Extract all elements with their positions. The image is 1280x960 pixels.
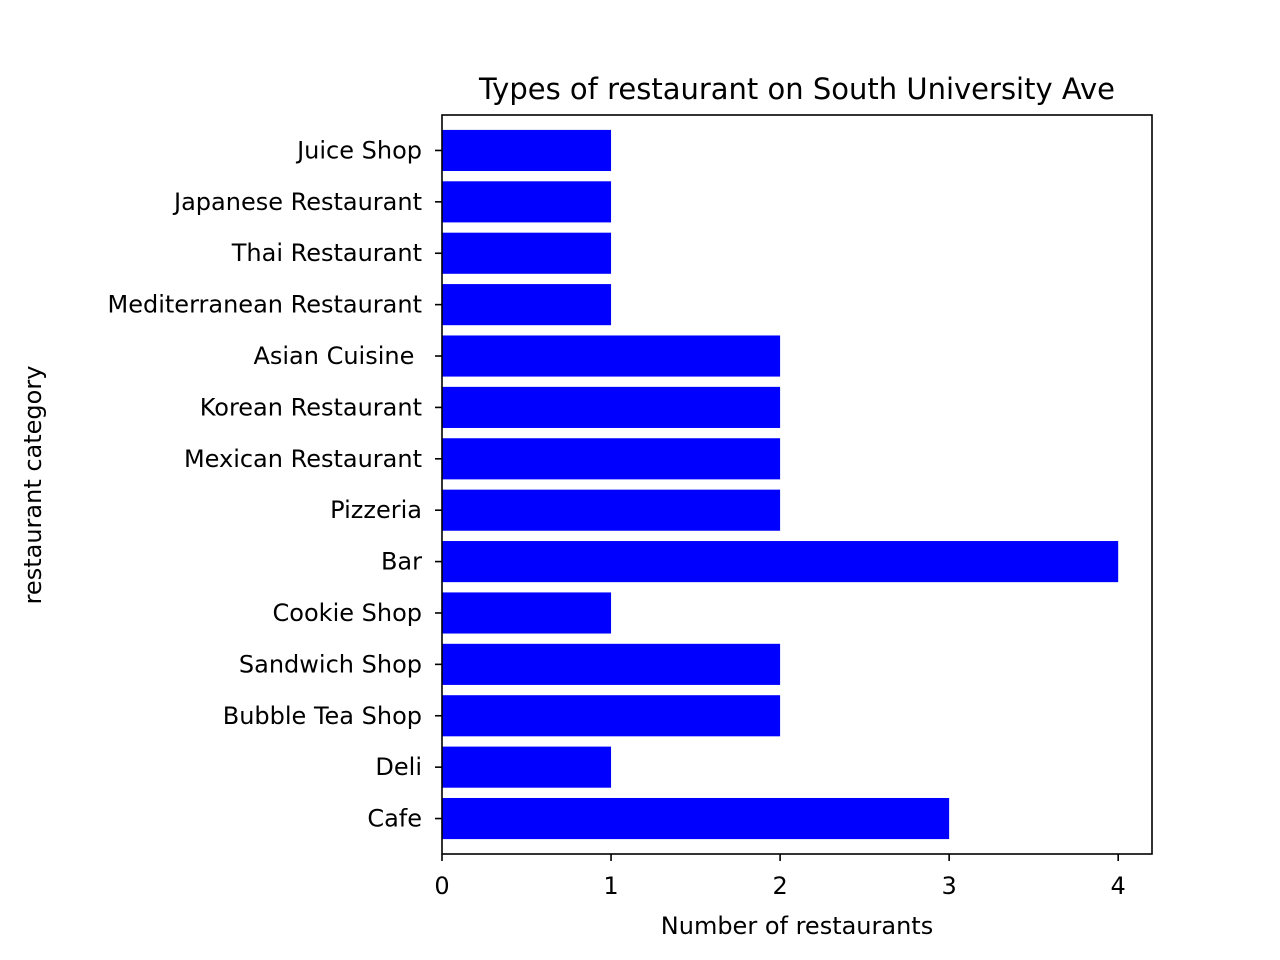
bar bbox=[442, 643, 781, 685]
bar bbox=[442, 541, 1119, 583]
y-tick-label: Deli bbox=[375, 753, 422, 781]
x-tick-label: 3 bbox=[942, 872, 957, 900]
y-tick-label: Thai Restaurant bbox=[231, 239, 422, 267]
y-ticks-layer: Cafe Deli Bubble Tea Shop Sandwich Shop Cook… bbox=[108, 136, 442, 833]
y-tick-label: Cafe bbox=[367, 805, 422, 833]
bar bbox=[442, 335, 781, 377]
y-tick-label: Mexican Restaurant bbox=[184, 445, 422, 473]
bar bbox=[442, 181, 612, 223]
x-tick-label: 1 bbox=[603, 872, 618, 900]
bars-layer bbox=[442, 129, 1119, 840]
bar bbox=[442, 438, 781, 480]
bar bbox=[442, 695, 781, 737]
y-tick-label: Japanese Restaurant bbox=[172, 188, 422, 216]
y-tick-label: Cookie Shop bbox=[273, 599, 422, 627]
y-tick-label: Korean Restaurant bbox=[200, 393, 422, 421]
bar bbox=[442, 129, 612, 172]
bar bbox=[442, 746, 612, 788]
y-axis-title: restaurant category bbox=[19, 366, 47, 605]
y-tick-label: Asian Cuisine bbox=[253, 342, 422, 370]
bar bbox=[442, 592, 612, 634]
x-tick-label: 2 bbox=[772, 872, 787, 900]
chart-title: Types of restaurant on South University … bbox=[478, 72, 1115, 106]
plot-frame bbox=[441, 114, 1153, 855]
y-tick-label: Bar bbox=[381, 548, 422, 576]
y-tick-label: Sandwich Shop bbox=[239, 650, 422, 678]
bar bbox=[442, 284, 612, 326]
bar bbox=[442, 386, 781, 428]
y-tick-label: Mediterranean Restaurant bbox=[108, 291, 422, 319]
x-axis-title: Number of restaurants bbox=[661, 912, 933, 940]
x-tick-label: 0 bbox=[434, 872, 449, 900]
y-tick-label: Bubble Tea Shop bbox=[223, 702, 422, 730]
x-ticks-layer: 0 1 2 3 4 bbox=[434, 854, 1126, 900]
bar bbox=[442, 232, 612, 274]
y-tick-label: Juice Shop bbox=[295, 136, 422, 164]
y-tick-label: Pizzeria bbox=[330, 496, 422, 524]
x-tick-label: 4 bbox=[1111, 872, 1126, 900]
bar bbox=[442, 489, 781, 531]
bar bbox=[442, 797, 950, 840]
